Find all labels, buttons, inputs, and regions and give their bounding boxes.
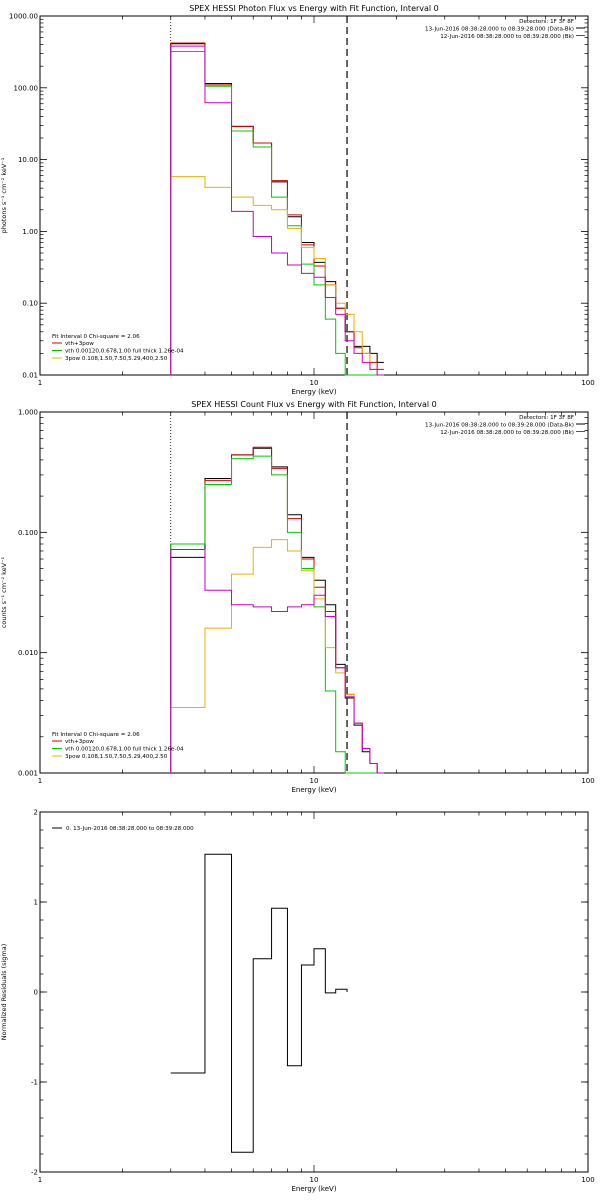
x-tick-label-1-0: 1 [38,777,42,785]
x-tick-label-2-2: 100 [581,1176,594,1184]
series-line-2-0 [170,853,348,1153]
y-tick-label-0-3: 10.00 [18,156,38,164]
y-tick-label-0-4: 100.00 [14,84,39,92]
y-tick-label-1-1: 0.010 [18,649,38,657]
fit-label-1: Fit Interval 0 Chi-square = 2.06 [52,732,140,738]
x-tick-label-2-1: 10 [310,1176,319,1184]
chart-title-1: SPEX HESSI Count Flux vs Energy with Fit… [191,400,436,409]
fit-legend-entry-1-1: vth+3pow [65,739,94,745]
y-tick-label-2-2: 0 [34,989,38,997]
x-tick-label-1-1: 10 [310,777,319,785]
fit-legend-entry-0-2: vth 0.00120,0.678,1.00 full thick 1.26e-… [65,349,184,355]
legend-header-1-2: 12-Jun-2016 08:38:28.000 to 08:39:28.000… [440,430,574,436]
fit-legend-entry-0-3: 3pow 0.108,1.50,7.50,5.29,400,2.50 [65,356,168,362]
legend-header-1-0: Detectors: 1F 3F 8F [519,415,574,421]
series-line-0-4 [170,45,384,376]
y-axis-label-1: counts s⁻¹ cm⁻² keV⁻¹ [0,556,8,628]
series-line-0-2 [170,51,384,376]
x-axis-label-0: Energy (keV) [291,388,336,396]
x-tick-label-0-1: 10 [310,379,319,387]
y-tick-label-1-0: 0.001 [18,770,38,778]
series-line-1-4 [170,549,384,774]
plot-frame-0 [39,15,589,376]
y-tick-label-0-5: 1000.00 [9,13,38,21]
legend-header-1-1: 13-Jun-2016 08:38:28.000 to 08:39:28.000… [425,423,574,429]
legend-header-0-1: 13-Jun-2016 08:38:28.000 to 08:39:28.000… [425,27,574,33]
series-line-1-0 [170,447,384,774]
x-tick-label-2-0: 1 [38,1176,42,1184]
series-line-0-1 [170,42,384,375]
fit-legend-entry-1-3: 3pow 0.108,1.50,7.50,5.29,400,2.50 [65,754,168,760]
plot-frame-2 [39,811,589,1173]
y-tick-label-1-3: 1.000 [18,409,38,417]
y-tick-label-0-0: 0.01 [22,372,38,380]
fit-legend-entry-1-2: vth 0.00120,0.678,1.00 full thick 1.26e-… [65,747,184,753]
x-axis-label-2: Energy (keV) [291,1185,336,1193]
y-axis-label-2: Normalized Residuals (sigma) [0,944,8,1041]
series-line-1-2 [170,455,384,774]
series-line-1-3 [170,539,384,774]
series-line-1-1 [170,446,384,774]
y-tick-label-1-2: 0.100 [18,529,38,537]
y-tick-label-0-1: 0.10 [22,300,38,308]
y-axis-label-0: photons s⁻¹ cm⁻² keV⁻¹ [0,157,8,233]
x-tick-label-1-2: 100 [581,777,594,785]
y-tick-label-2-3: 1 [34,899,38,907]
residuals-legend-entry: 0. 13-Jun-2016 08:38:28.000 to 08:39:28.… [66,826,194,832]
fit-label-0: Fit Interval 0 Chi-square = 2.06 [52,334,140,340]
legend-header-0-0: Detectors: 1F 3F 8F [519,19,574,25]
series-line-0-3 [170,176,384,376]
x-tick-label-0-2: 100 [581,379,594,387]
chart-title-0: SPEX HESSI Photon Flux vs Energy with Fi… [189,4,439,13]
legend-header-0-2: 12-Jun-2016 08:38:28.000 to 08:39:28.000… [440,34,574,40]
x-tick-label-0-0: 1 [38,379,42,387]
y-tick-label-0-2: 1.00 [22,228,38,236]
y-tick-label-2-0: -2 [31,1169,38,1177]
x-axis-label-1: Energy (keV) [291,786,336,794]
y-tick-label-2-1: -1 [31,1079,38,1087]
y-tick-label-2-4: 2 [34,809,38,817]
fit-legend-entry-0-1: vth+3pow [65,341,94,347]
